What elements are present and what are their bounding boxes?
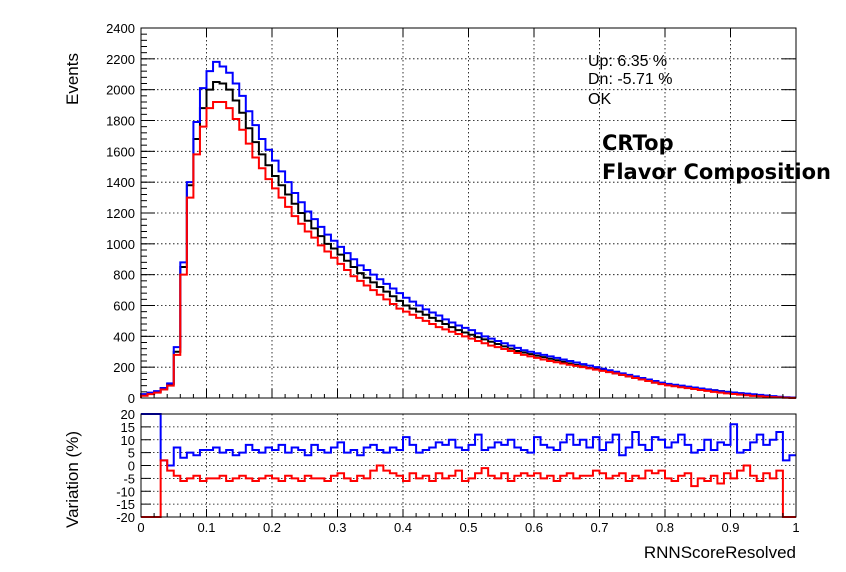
top-y-tick-label: 2000 [106,83,135,98]
top-y-tick-label: 1000 [106,237,135,252]
bottom-y-tick-label: -20 [116,510,135,525]
x-tick-label: 0.3 [328,520,346,535]
top-y-tick-label: 600 [113,299,135,314]
x-tick-label: 0.8 [656,520,674,535]
top-y-tick-label: 1200 [106,206,135,221]
top-series-dn [140,101,796,399]
x-tick-label: 0.5 [459,520,477,535]
bottom-y-tick-label: 15 [121,420,135,435]
top-y-tick-label: 1600 [106,144,135,159]
top-y-tick-label: 1800 [106,114,135,129]
top-axis-ticks [140,27,797,399]
bottom-axis-ticks [140,413,797,518]
top-y-tick-label: 200 [113,360,135,375]
variation-series-up [141,413,796,467]
status-ok-label: OK [588,91,611,108]
top-y-tick-label: 1400 [106,175,135,190]
bottom-y-tick-label: 20 [121,407,135,422]
top-y-tick-label: 2400 [106,21,135,36]
bottom-y-tick-label: -10 [116,484,135,499]
x-tick-label: 0.1 [197,520,215,535]
x-axis-title: RNNScoreResolved [644,543,796,562]
bottom-y-tick-label: -15 [116,497,135,512]
bottom-y-tick-label: 0 [128,459,135,474]
top-series-group [140,60,796,399]
x-tick-label: 1 [792,520,799,535]
x-tick-label: 0.6 [525,520,543,535]
systematic-label: Flavor Composition [602,160,831,184]
top-y-tick-label: 400 [113,329,135,344]
bottom-y-tick-label: -5 [123,471,135,486]
bottom-y-tick-label: 10 [121,433,135,448]
down-variation-label: Dn: -5.71 % [588,71,672,88]
x-tick-label: 0.9 [721,520,739,535]
top-y-axis-title: Events [63,53,82,105]
region-label: CRTop [602,131,674,155]
top-y-tick-label: 800 [113,268,135,283]
top-y-tick-labels: 0 200 400 600 800 1000 1200 1400 1600 1800 2000 220… [106,21,135,406]
bottom-x-tick-labels: 0 0.1 0.2 0.3 0.4 0.5 0.6 0.7 0.8 0.9 1 [137,520,799,535]
bottom-y-tick-label: 5 [128,446,135,461]
x-tick-label: 0 [137,520,144,535]
up-variation-label: Up: 6.35 % [588,53,667,70]
x-tick-label: 0.2 [263,520,281,535]
top-y-tick-label: 2200 [106,52,135,67]
bottom-y-axis-title: Variation (%) [63,431,82,528]
top-panel: 0 200 400 600 800 1000 1200 1400 1600 1800 2000 220… [63,21,831,406]
x-tick-label: 0.7 [590,520,608,535]
x-tick-label: 0.4 [394,520,412,535]
bottom-series-group [141,413,796,518]
top-y-tick-label: 0 [128,391,135,406]
variation-series-dn [141,459,796,518]
top-gridlines [141,28,796,398]
